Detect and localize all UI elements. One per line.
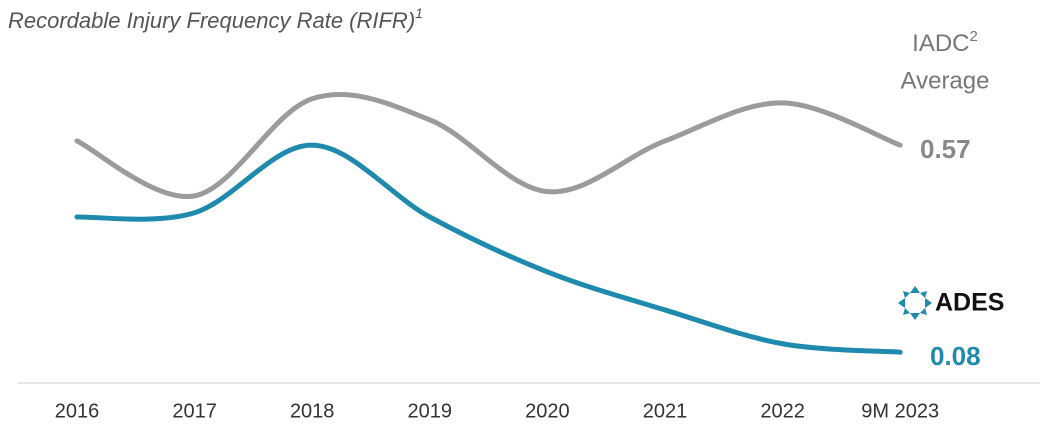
x-tick-label: 2020 [525,400,570,422]
chart-title: Recordable Injury Frequency Rate (RIFR)1 [8,5,423,33]
series-name: IADC [912,30,969,57]
ades-logo [898,286,932,320]
ades-name: ADES [935,289,1004,317]
end-value-label: 0.08 [930,341,981,371]
x-tick-label: 2022 [760,400,805,422]
title-text: Recordable Injury Frequency Rate (RIFR) [8,8,415,33]
series-line [74,142,903,355]
title-footnote: 1 [415,5,423,21]
series-line [74,91,903,199]
end-value-label: 0.57 [920,134,971,164]
series-label: IADC2 [912,28,978,57]
x-tick-label: 2017 [172,400,217,422]
x-tick-label: 2016 [55,400,100,422]
x-tick-label: 9M 2023 [861,400,939,422]
x-tick-label: 2019 [408,400,453,422]
series-name-line2: Average [901,67,990,94]
x-tick-label: 2021 [643,400,688,422]
x-tick-label: 2018 [290,400,335,422]
series-footnote: 2 [970,28,978,45]
